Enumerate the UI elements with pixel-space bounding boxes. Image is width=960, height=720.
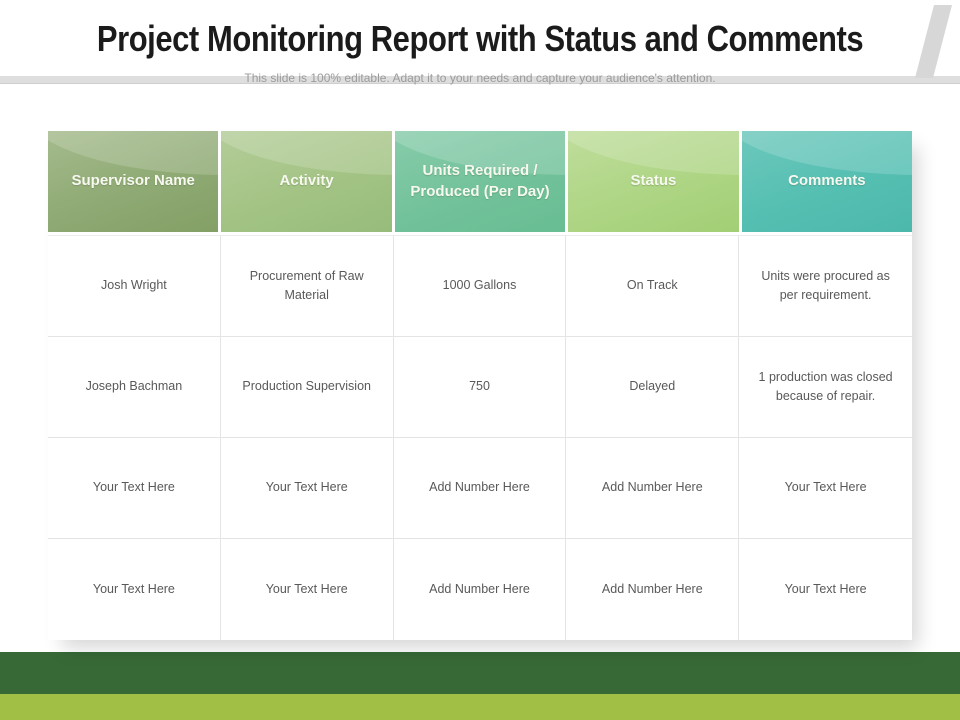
table-cell-comments-placeholder: Your Text Here — [739, 438, 912, 539]
table-cell-units: 1000 Gallons — [393, 236, 567, 337]
header-cell-units: Units Required / Produced (Per Day) — [394, 131, 566, 232]
table-cell-activity: Production Supervision — [220, 337, 394, 438]
table-cell-units-placeholder: Add Number Here — [393, 438, 567, 539]
header-cell-activity: Activity — [221, 131, 392, 232]
footer-bar-dark — [0, 652, 960, 694]
corner-flag — [915, 5, 952, 78]
header-label: Comments — [788, 172, 866, 190]
header-swoosh — [48, 131, 219, 176]
subtitle-band — [0, 76, 960, 84]
monitoring-table: Supervisor Name Activity Units Required … — [48, 131, 913, 640]
header-swoosh — [741, 131, 913, 176]
header-label: Supervisor Name — [71, 172, 195, 190]
slide-subtitle: This slide is 100% editable. Adapt it to… — [244, 71, 716, 85]
table-cell-comments-placeholder: Your Text Here — [739, 539, 912, 640]
table-cell-status: Delayed — [566, 337, 740, 438]
table-cell-units-placeholder: Add Number Here — [393, 539, 567, 640]
table-cell-units: 750 — [393, 337, 567, 438]
table-header-row: Supervisor Name Activity Units Required … — [48, 131, 913, 232]
header-swoosh — [221, 131, 392, 176]
header-swoosh — [568, 131, 739, 176]
table-cell-activity-placeholder: Your Text Here — [220, 438, 394, 539]
table-body: Josh Wright Procurement of Raw Material … — [48, 235, 912, 640]
table-cell-supervisor-placeholder: Your Text Here — [48, 438, 221, 539]
header-cell-supervisor-name: Supervisor Name — [48, 131, 219, 232]
slide-title: Project Monitoring Report with Status an… — [96, 18, 864, 59]
table-cell-status-placeholder: Add Number Here — [566, 438, 740, 539]
header-label: Units Required / Produced (Per Day) — [410, 162, 550, 200]
table-cell-activity: Procurement of Raw Material — [220, 236, 394, 337]
header-label: Activity — [279, 172, 334, 190]
header-cell-comments: Comments — [741, 131, 913, 232]
table-cell-status: On Track — [566, 236, 740, 337]
table-cell-supervisor-placeholder: Your Text Here — [48, 539, 221, 640]
table-cell-comments: 1 production was closed because of repai… — [739, 337, 912, 438]
header-label: Status — [630, 172, 677, 190]
footer-bar-light — [0, 694, 960, 720]
table-cell-comments: Units were procured as per requirement. — [739, 236, 912, 337]
table-cell-activity-placeholder: Your Text Here — [220, 539, 394, 640]
table-cell-status-placeholder: Add Number Here — [566, 539, 740, 640]
table-cell-supervisor: Joseph Bachman — [48, 337, 221, 438]
table-cell-supervisor: Josh Wright — [48, 236, 221, 337]
header-cell-status: Status — [568, 131, 739, 232]
